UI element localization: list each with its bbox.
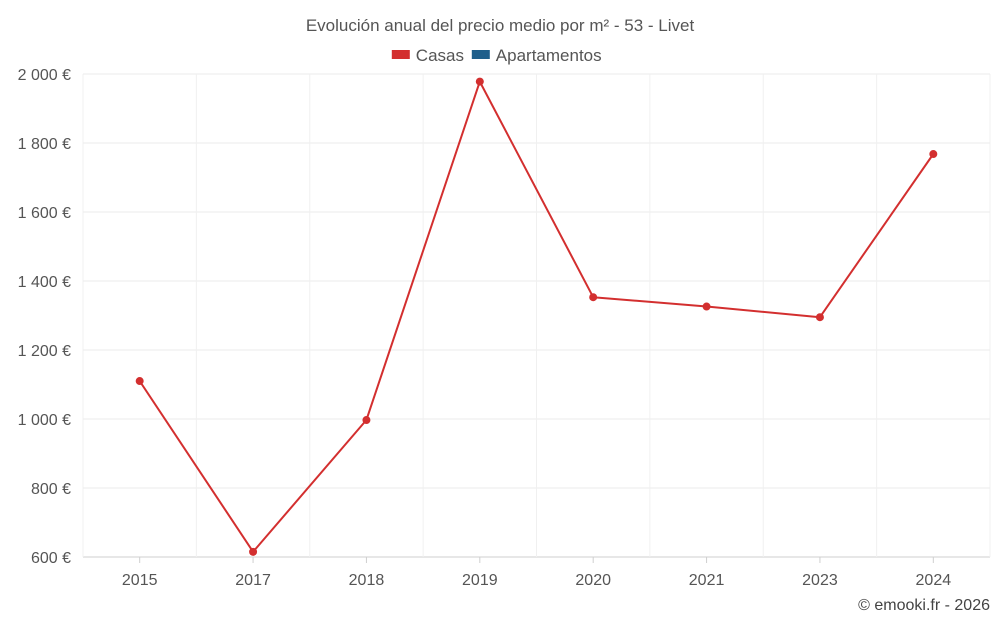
y-tick-label: 1 800 € — [18, 136, 71, 153]
x-tick-label: 2015 — [122, 572, 158, 589]
y-tick-label: 800 € — [31, 481, 71, 498]
data-point[interactable] — [589, 293, 598, 302]
legend-label-1: Apartamentos — [496, 46, 602, 65]
legend-label-0: Casas — [416, 46, 464, 65]
x-tick-label: 2017 — [235, 572, 271, 589]
legend-swatch-0 — [391, 50, 410, 59]
legend-swatch-1 — [471, 50, 490, 59]
data-point[interactable] — [135, 377, 144, 386]
x-tick-label: 2018 — [349, 572, 385, 589]
y-tick-label: 1 400 € — [18, 274, 71, 291]
x-tick-label: 2021 — [689, 572, 725, 589]
x-tick-label: 2024 — [916, 572, 952, 589]
y-axis: 600 € 800 € 1 000 € 1 200 € 1 400 € 1 600 € 1 … — [18, 67, 71, 567]
legend: Casas Apartamentos — [391, 46, 602, 65]
y-tick-label: 1 600 € — [18, 205, 71, 222]
grid — [82, 73, 991, 558]
chart-title: Evolución anual del precio medio por m² … — [306, 16, 695, 35]
series-line-0 — [138, 80, 935, 553]
data-point[interactable] — [815, 313, 824, 322]
data-point[interactable] — [702, 302, 711, 311]
y-tick-label: 600 € — [31, 550, 71, 567]
plot-area — [135, 77, 938, 556]
y-tick-label: 1 000 € — [18, 412, 71, 429]
data-point[interactable] — [249, 547, 258, 556]
y-tick-label: 2 000 € — [18, 67, 71, 84]
data-point[interactable] — [475, 77, 484, 86]
x-tick-label: 2020 — [575, 572, 611, 589]
credit-text: © emooki.fr - 2026 — [858, 597, 990, 614]
x-tick-label: 2019 — [462, 572, 498, 589]
data-point[interactable] — [362, 416, 371, 425]
data-point[interactable] — [929, 150, 938, 159]
x-axis: 2015 2017 2018 2019 2020 2021 2023 2024 — [122, 557, 951, 589]
y-tick-label: 1 200 € — [18, 343, 71, 360]
x-tick-label: 2023 — [802, 572, 838, 589]
